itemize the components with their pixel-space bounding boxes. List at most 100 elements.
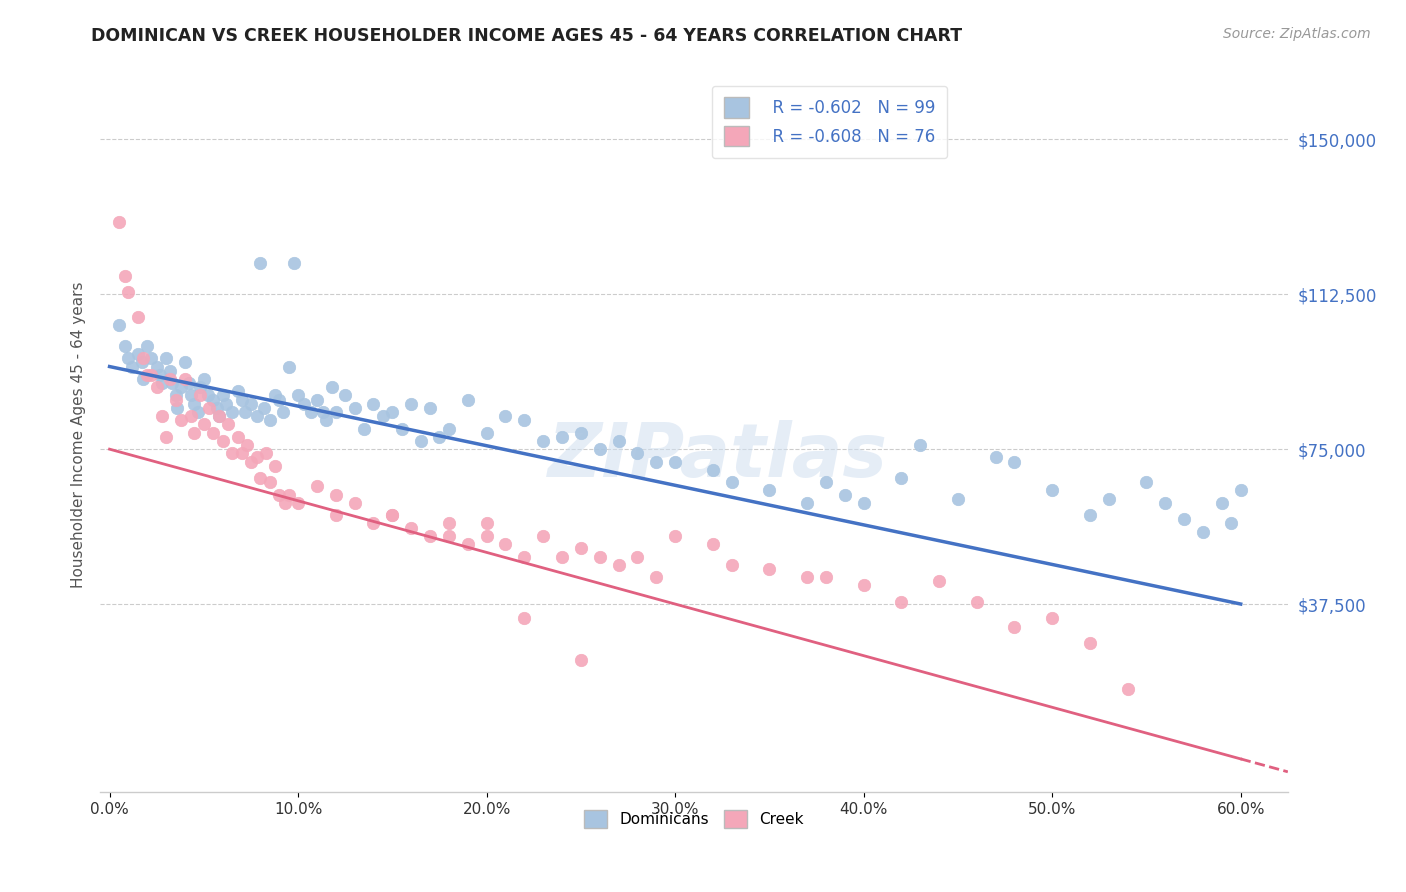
Point (495, 537, 517, 551)
Point (150, 409, 173, 423)
Point (269, 392, 291, 407)
Point (429, 430, 451, 444)
Point (371, 409, 394, 423)
Point (890, 595, 912, 609)
Point (475, 529, 498, 543)
Point (311, 405, 333, 419)
Point (159, 372, 181, 386)
Point (1098, 491, 1121, 506)
Point (335, 388, 357, 402)
Point (211, 434, 233, 448)
Point (607, 434, 630, 448)
Point (226, 430, 249, 444)
Point (720, 475, 742, 490)
Point (966, 595, 988, 609)
Point (274, 496, 297, 510)
Point (381, 508, 404, 523)
Point (1229, 483, 1251, 498)
Point (205, 401, 228, 415)
Point (437, 516, 460, 531)
Point (231, 392, 253, 407)
Point (155, 351, 177, 366)
Point (108, 318, 131, 333)
Point (305, 479, 328, 493)
Point (166, 401, 188, 415)
Point (664, 454, 686, 468)
Point (664, 529, 686, 543)
Text: Source: ZipAtlas.com: Source: ZipAtlas.com (1223, 27, 1371, 41)
Point (236, 438, 259, 452)
Point (159, 364, 181, 378)
Point (457, 537, 479, 551)
Point (437, 421, 460, 435)
Point (513, 549, 536, 564)
Point (315, 413, 337, 427)
Point (183, 397, 205, 411)
Point (381, 508, 404, 523)
Point (702, 463, 724, 477)
Point (457, 392, 479, 407)
Point (139, 368, 162, 382)
Point (353, 421, 375, 435)
Point (814, 475, 837, 490)
Point (551, 430, 574, 444)
Point (1078, 508, 1101, 523)
Point (531, 434, 554, 448)
Point (264, 388, 287, 402)
Point (1004, 620, 1026, 634)
Point (180, 388, 202, 402)
Point (399, 521, 422, 535)
Point (183, 425, 205, 440)
Point (796, 570, 818, 584)
Point (131, 355, 153, 369)
Point (259, 413, 281, 427)
Point (202, 392, 225, 407)
Point (114, 339, 136, 353)
Point (239, 454, 262, 468)
Point (264, 458, 287, 473)
Point (325, 487, 347, 501)
Point (513, 413, 536, 427)
Point (626, 446, 648, 460)
Point (117, 285, 139, 300)
Point (259, 475, 281, 490)
Point (226, 384, 249, 399)
Point (946, 491, 969, 506)
Point (215, 397, 238, 411)
Point (231, 446, 253, 460)
Point (193, 372, 215, 386)
Point (419, 529, 441, 543)
Point (246, 450, 269, 465)
Point (321, 380, 343, 394)
Point (187, 405, 209, 419)
Point (343, 401, 366, 415)
Point (246, 409, 269, 423)
Y-axis label: Householder Income Ages 45 - 64 years: Householder Income Ages 45 - 64 years (72, 282, 86, 588)
Point (155, 430, 177, 444)
Point (834, 487, 856, 501)
Point (202, 425, 225, 440)
Point (139, 351, 162, 366)
Point (299, 405, 322, 419)
Point (233, 405, 256, 419)
Point (569, 653, 592, 667)
Point (269, 487, 291, 501)
Point (136, 368, 159, 382)
Point (177, 376, 200, 390)
Point (645, 570, 668, 584)
Point (287, 496, 309, 510)
Point (391, 421, 413, 435)
Point (325, 405, 347, 419)
Point (796, 496, 818, 510)
Point (475, 425, 498, 440)
Point (239, 397, 262, 411)
Point (399, 397, 422, 411)
Point (852, 578, 875, 592)
Point (145, 380, 167, 394)
Point (287, 388, 309, 402)
Point (531, 529, 554, 543)
Point (409, 434, 432, 448)
Point (160, 376, 183, 390)
Point (249, 471, 271, 485)
Point (149, 368, 172, 382)
